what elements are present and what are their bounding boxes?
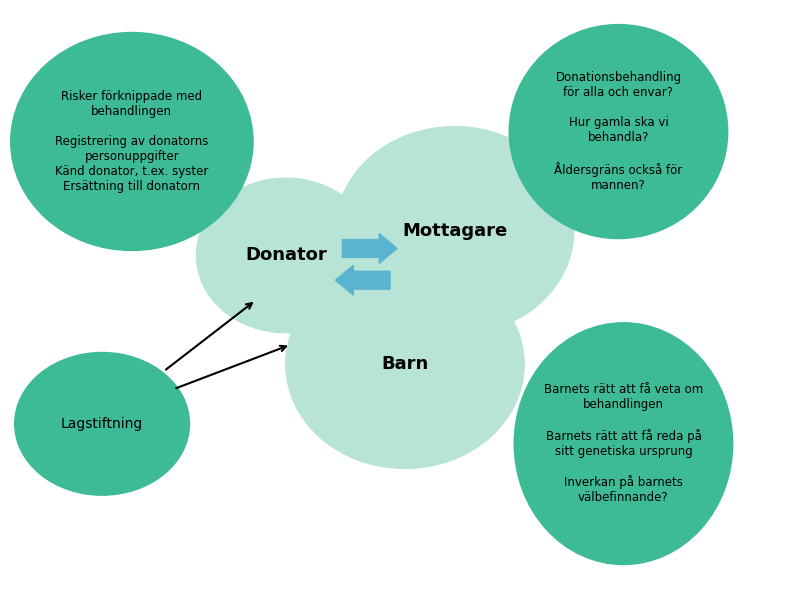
Ellipse shape	[335, 127, 574, 335]
Ellipse shape	[197, 178, 375, 332]
Text: Barnets rätt att få veta om
behandlingen

Barnets rätt att få reda på
sitt genet: Barnets rätt att få veta om behandlingen…	[544, 383, 703, 504]
Text: Risker förknippade med
behandlingen

Registrering av donatorns
personuppgifter
K: Risker förknippade med behandlingen Regi…	[55, 90, 209, 193]
FancyArrow shape	[335, 265, 390, 295]
Ellipse shape	[10, 32, 253, 250]
Text: Barn: Barn	[382, 355, 429, 373]
Ellipse shape	[14, 353, 190, 495]
Ellipse shape	[514, 323, 733, 565]
Text: Donationsbehandling
för alla och envar?

Hur gamla ska vi
behandla?

Åldersgräns: Donationsbehandling för alla och envar? …	[554, 71, 682, 192]
Text: Donator: Donator	[245, 247, 326, 265]
Ellipse shape	[510, 25, 728, 239]
Text: Lagstiftning: Lagstiftning	[61, 417, 143, 431]
FancyArrow shape	[342, 233, 397, 263]
Ellipse shape	[286, 260, 524, 469]
Text: Mottagare: Mottagare	[402, 221, 507, 239]
